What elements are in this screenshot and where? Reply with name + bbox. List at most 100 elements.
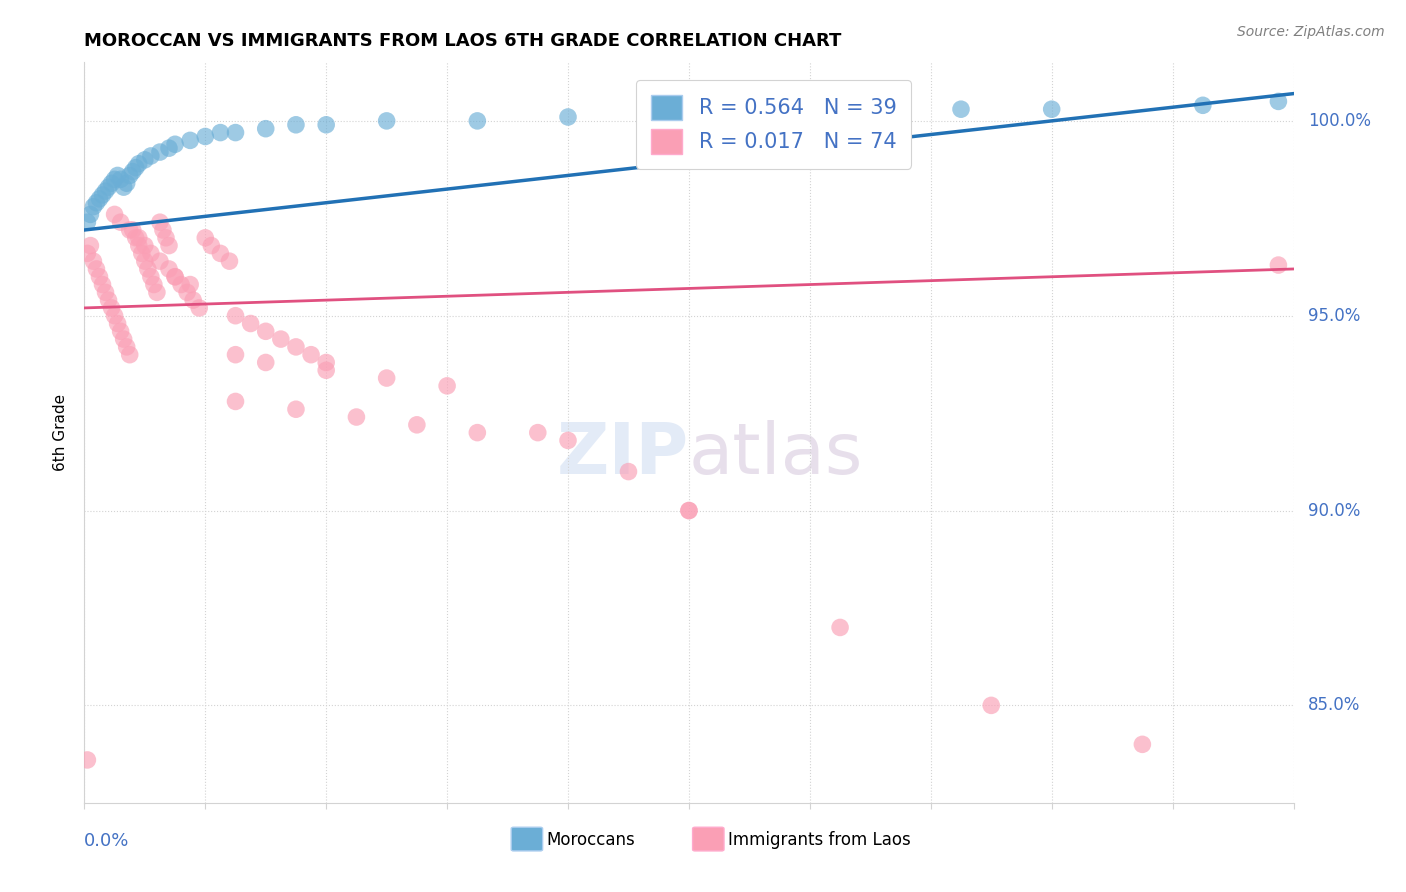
- Point: [128, 238, 150, 252]
- Point: [125, 231, 148, 245]
- Point: [1192, 98, 1215, 112]
- Y-axis label: 6th Grade: 6th Grade: [53, 394, 69, 471]
- Point: [146, 285, 169, 300]
- Point: [165, 137, 187, 152]
- Point: [97, 293, 120, 307]
- Text: MOROCCAN VS IMMIGRANTS FROM LAOS 6TH GRADE CORRELATION CHART: MOROCCAN VS IMMIGRANTS FROM LAOS 6TH GRA…: [84, 32, 842, 50]
- Point: [285, 118, 308, 132]
- Point: [165, 269, 187, 284]
- Point: [254, 355, 277, 369]
- Point: [617, 465, 640, 479]
- Point: [139, 246, 162, 260]
- Point: [1267, 258, 1289, 272]
- Text: atlas: atlas: [689, 420, 863, 490]
- Text: 90.0%: 90.0%: [1308, 501, 1361, 519]
- Point: [270, 332, 292, 346]
- Point: [86, 262, 108, 277]
- Text: Moroccans: Moroccans: [547, 830, 636, 849]
- Point: [179, 133, 201, 147]
- Point: [100, 301, 122, 315]
- Text: ZIP: ZIP: [557, 420, 689, 490]
- Point: [194, 231, 217, 245]
- Point: [134, 254, 156, 268]
- Point: [110, 215, 132, 229]
- Point: [179, 277, 201, 292]
- Point: [112, 180, 135, 194]
- Point: [79, 238, 101, 252]
- Point: [118, 169, 141, 183]
- Point: [157, 238, 180, 252]
- Point: [107, 317, 129, 331]
- Point: [176, 285, 198, 300]
- Point: [648, 110, 671, 124]
- Point: [76, 215, 98, 229]
- Point: [200, 238, 222, 252]
- Point: [76, 753, 98, 767]
- Point: [799, 106, 821, 120]
- Point: [128, 157, 150, 171]
- Point: [134, 238, 156, 252]
- Text: 95.0%: 95.0%: [1308, 307, 1361, 325]
- Point: [128, 231, 150, 245]
- Point: [557, 434, 579, 448]
- Point: [149, 254, 172, 268]
- Point: [89, 192, 111, 206]
- Point: [104, 309, 127, 323]
- Point: [82, 200, 104, 214]
- Text: Source: ZipAtlas.com: Source: ZipAtlas.com: [1237, 25, 1385, 39]
- Point: [139, 149, 162, 163]
- Point: [110, 172, 132, 186]
- Point: [315, 118, 337, 132]
- Point: [104, 207, 127, 221]
- Point: [76, 246, 98, 260]
- Point: [136, 262, 159, 277]
- Text: 85.0%: 85.0%: [1308, 697, 1361, 714]
- Point: [139, 269, 162, 284]
- Point: [188, 301, 211, 315]
- Point: [91, 188, 114, 202]
- Point: [79, 207, 101, 221]
- Point: [209, 126, 232, 140]
- Point: [209, 246, 232, 260]
- Point: [315, 363, 337, 377]
- Point: [115, 176, 138, 190]
- Point: [239, 317, 262, 331]
- Point: [118, 223, 141, 237]
- Legend: R = 0.564   N = 39, R = 0.017   N = 74: R = 0.564 N = 39, R = 0.017 N = 74: [636, 80, 911, 169]
- Point: [218, 254, 240, 268]
- Point: [121, 164, 143, 178]
- Point: [181, 293, 204, 307]
- Point: [97, 180, 120, 194]
- Point: [157, 141, 180, 155]
- Point: [285, 402, 308, 417]
- Text: 100.0%: 100.0%: [1308, 112, 1371, 130]
- Point: [406, 417, 429, 432]
- Point: [678, 503, 700, 517]
- Point: [142, 277, 165, 292]
- Point: [467, 114, 489, 128]
- Point: [82, 254, 104, 268]
- Point: [830, 620, 852, 634]
- Point: [94, 285, 117, 300]
- Point: [91, 277, 114, 292]
- Point: [125, 161, 148, 175]
- Point: [557, 110, 579, 124]
- Point: [285, 340, 308, 354]
- Point: [527, 425, 550, 440]
- Point: [375, 371, 398, 385]
- Point: [436, 379, 458, 393]
- Point: [157, 262, 180, 277]
- Point: [118, 348, 141, 362]
- Text: 0.0%: 0.0%: [84, 832, 129, 850]
- Point: [100, 176, 122, 190]
- Point: [225, 348, 247, 362]
- Point: [254, 121, 277, 136]
- Point: [110, 324, 132, 338]
- Point: [225, 394, 247, 409]
- FancyBboxPatch shape: [693, 827, 724, 851]
- Point: [107, 169, 129, 183]
- Point: [467, 425, 489, 440]
- Point: [170, 277, 193, 292]
- Point: [131, 246, 153, 260]
- Point: [165, 269, 187, 284]
